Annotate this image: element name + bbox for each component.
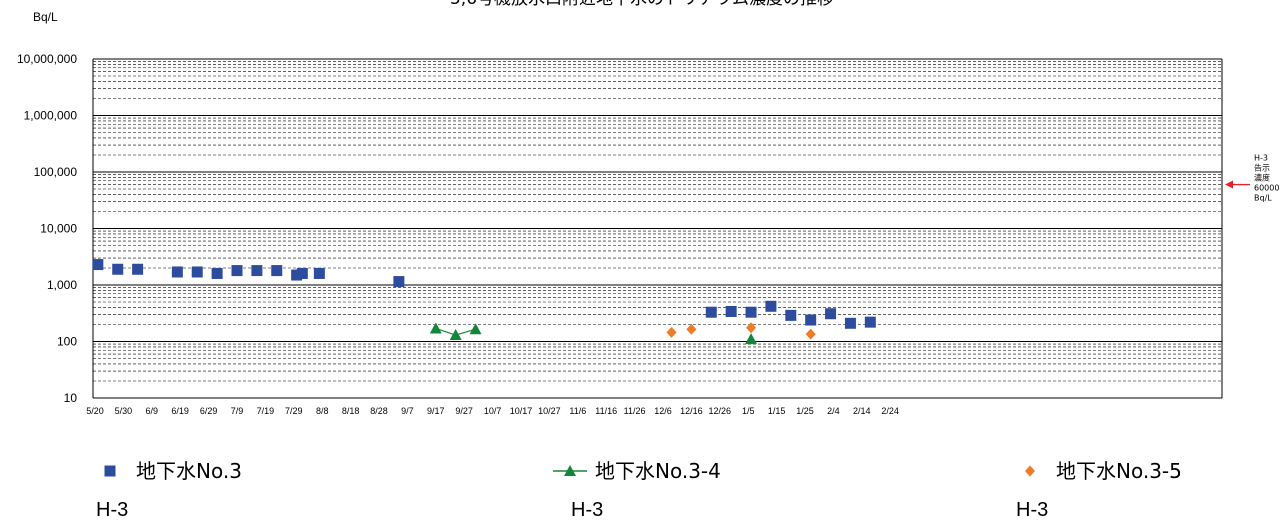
- data-point: [449, 329, 462, 341]
- y-tick-label: 1,000,000: [24, 109, 78, 123]
- legend-marker: [1025, 465, 1035, 477]
- data-point: [296, 267, 308, 279]
- x-tick-label: 12/6: [654, 406, 672, 416]
- legend-item: 地下水No.3-4 H-3: [553, 459, 721, 521]
- legend-marker: [564, 465, 576, 476]
- x-tick-label: 11/16: [595, 406, 617, 416]
- x-tick-label: 2/4: [827, 406, 840, 416]
- x-tick-label: 2/24: [881, 406, 899, 416]
- x-tick-label: 12/26: [709, 406, 732, 416]
- data-point: [271, 265, 283, 277]
- reference-label-line: H-3: [1254, 154, 1268, 163]
- data-point: [132, 263, 144, 275]
- legend-series-name: 地下水No.3: [136, 459, 242, 483]
- x-tick-label: 6/29: [200, 406, 218, 416]
- data-point: [393, 276, 405, 288]
- y-tick-label: 10,000,000: [17, 52, 77, 66]
- x-tick-label: 12/16: [680, 406, 703, 416]
- legend-series-sub: H-3: [571, 499, 603, 521]
- y-tick-label: 1,000: [47, 278, 77, 292]
- plot-area: 10 100 1,000 10,000 100,000 1,000,000 10,000,0…: [17, 52, 1280, 416]
- data-point: [231, 265, 243, 277]
- reference-label-line: 濃度: [1254, 173, 1270, 183]
- data-point: [686, 323, 697, 335]
- data-point: [469, 323, 482, 335]
- x-tick-label: 7/9: [231, 406, 244, 416]
- x-tick-label: 1/25: [796, 406, 814, 416]
- data-point: [171, 266, 183, 278]
- x-tick-label: 2/14: [853, 406, 871, 416]
- legend-series-sub: H-3: [96, 499, 128, 521]
- data-point: [313, 267, 325, 279]
- x-tick-label: 8/8: [316, 406, 329, 416]
- x-tick-label: 10/27: [538, 406, 561, 416]
- data-point: [844, 317, 856, 329]
- data-point: [666, 326, 677, 338]
- data-point: [251, 265, 263, 277]
- x-tick-label: 10/17: [510, 406, 533, 416]
- data-point: [291, 269, 303, 281]
- legend: 地下水No.3 H-3 地下水No.3-4 H-3 地下水No.3-5 H-3: [96, 459, 1182, 521]
- x-tick-label: 9/7: [401, 406, 414, 416]
- y-tick-label: 100,000: [34, 165, 78, 179]
- data-point: [92, 259, 104, 271]
- data-point: [191, 266, 203, 278]
- data-point: [745, 306, 757, 318]
- x-tick-label: 10/7: [484, 406, 502, 416]
- data-point: [745, 333, 758, 345]
- x-tick-label: 6/9: [146, 406, 159, 416]
- x-tick-label: 9/27: [455, 406, 473, 416]
- reference-label-line: 告示: [1254, 163, 1270, 173]
- data-point: [211, 267, 223, 279]
- x-tick-label: 7/19: [257, 406, 275, 416]
- y-tick-label: 100: [57, 335, 77, 349]
- x-tick-label: 9/17: [427, 406, 445, 416]
- x-tick-label: 11/26: [624, 406, 646, 416]
- reference-label-line: 60000: [1254, 184, 1279, 193]
- data-point: [705, 306, 717, 318]
- legend-item: 地下水No.3 H-3: [96, 459, 242, 521]
- x-tick-label: 8/28: [370, 406, 388, 416]
- x-tick-label: 7/29: [285, 406, 303, 416]
- x-tick-label: 1/5: [742, 406, 755, 416]
- legend-series-sub: H-3: [1016, 499, 1048, 521]
- data-point: [785, 309, 797, 321]
- x-tick-label: 8/18: [342, 406, 360, 416]
- data-point: [725, 305, 737, 317]
- data-point: [864, 316, 876, 328]
- x-tick-label: 5/30: [115, 406, 133, 416]
- legend-marker: [104, 465, 116, 477]
- legend-series-name: 地下水No.3-5: [1056, 459, 1182, 483]
- data-point: [805, 328, 816, 340]
- y-unit-label: Bq/L: [33, 10, 58, 24]
- data-point: [746, 322, 757, 334]
- legend-series-name: 地下水No.3-4: [595, 459, 721, 483]
- reference-label-line: Bq/L: [1254, 194, 1272, 203]
- y-tick-label: 10: [64, 391, 78, 405]
- data-point: [112, 263, 124, 275]
- data-point: [805, 314, 817, 326]
- x-tick-label: 11/6: [569, 406, 586, 416]
- data-point: [429, 322, 442, 334]
- data-point: [825, 308, 837, 320]
- x-tick-label: 1/15: [768, 406, 786, 416]
- legend-item: 地下水No.3-5 H-3: [1016, 459, 1182, 521]
- reference-label: H-3 告示濃度 60000 Bq/L: [1254, 154, 1279, 203]
- reference-arrow-head: [1225, 180, 1233, 189]
- y-tick-label: 10,000: [40, 222, 77, 236]
- chart-title: 5,6号機放水口附近地下水のトリチウム濃度の推移: [450, 0, 834, 9]
- x-tick-label: 6/19: [171, 406, 189, 416]
- data-point: [765, 300, 777, 312]
- x-tick-label: 5/20: [86, 406, 104, 416]
